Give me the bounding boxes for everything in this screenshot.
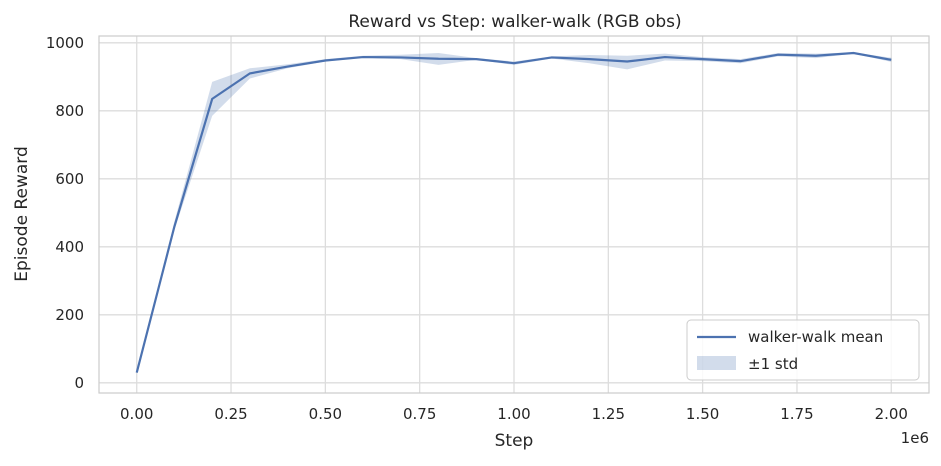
legend-frame xyxy=(686,319,920,381)
x-tick-label: 1.25 xyxy=(592,405,625,423)
legend: walker-walk mean ±1 std xyxy=(686,319,920,381)
mean-line xyxy=(135,51,892,373)
std-band xyxy=(136,52,892,373)
y-tick-label: 200 xyxy=(55,306,84,324)
legend-label-mean: walker-walk mean xyxy=(748,328,883,346)
x-tick-label: 0.25 xyxy=(214,405,247,423)
x-tick-label: 1.00 xyxy=(497,405,530,423)
plot-frame xyxy=(98,35,930,394)
y-tick-label: 600 xyxy=(55,170,84,188)
y-tick-label: 800 xyxy=(55,102,84,120)
y-tick-labels: 0 200 400 600 800 1000 xyxy=(46,34,84,392)
legend-band-swatch xyxy=(697,356,736,370)
x-tick-label: 2.00 xyxy=(875,405,908,423)
x-offset-label: 1e6 xyxy=(901,429,929,447)
legend-label-std: ±1 std xyxy=(748,355,798,373)
x-tick-label: 0.75 xyxy=(403,405,436,423)
x-tick-label: 1.75 xyxy=(780,405,813,423)
chart-title: Reward vs Step: walker-walk (RGB obs) xyxy=(348,12,681,32)
y-axis-label: Episode Reward xyxy=(12,146,32,281)
grid xyxy=(99,36,929,393)
x-tick-label: 1.50 xyxy=(686,405,719,423)
x-tick-label: 0.00 xyxy=(120,405,153,423)
x-tick-label: 0.50 xyxy=(309,405,342,423)
x-axis-label: Step xyxy=(495,431,534,451)
y-tick-label: 0 xyxy=(74,374,84,392)
y-tick-label: 400 xyxy=(55,238,84,256)
y-tick-label: 1000 xyxy=(46,34,84,52)
x-tick-labels: 0.00 0.25 0.50 0.75 1.00 1.25 1.50 1.75 2.00 xyxy=(120,405,908,423)
